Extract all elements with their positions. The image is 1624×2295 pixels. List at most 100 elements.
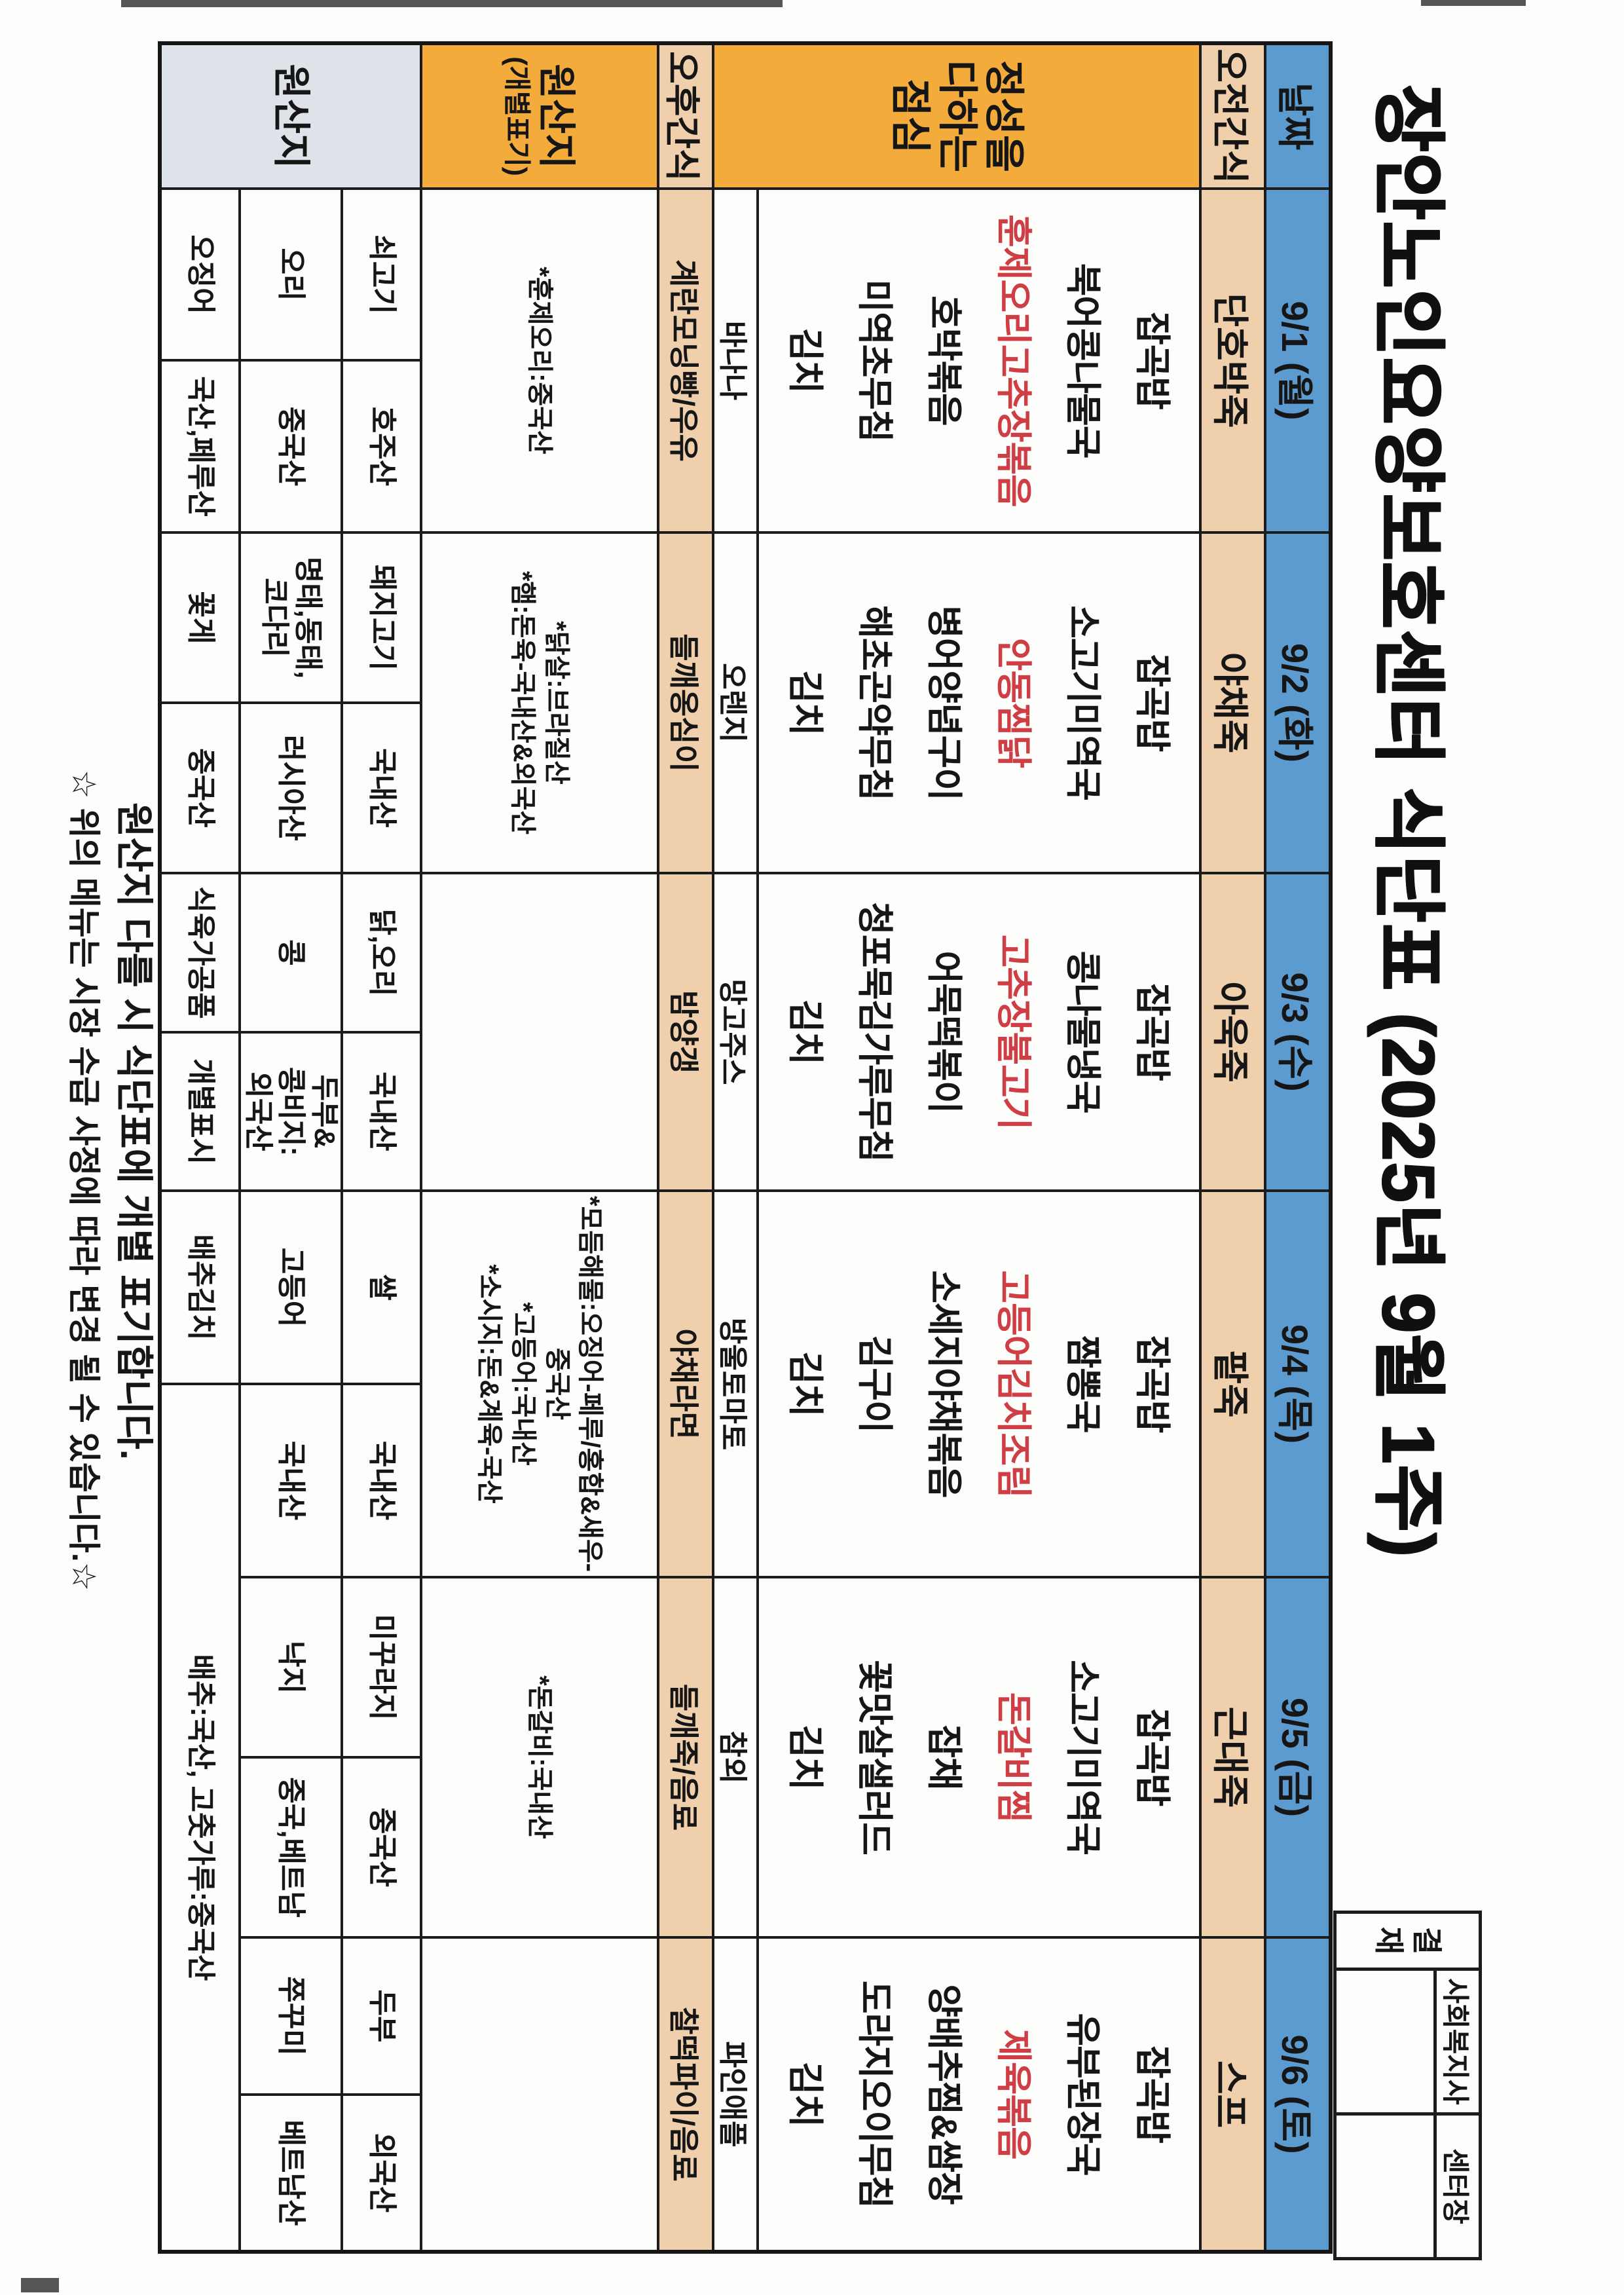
origin-note-cell: *모듬해물:오징어-페루/홍합&새우-중국산 *고등어:국내산 *소시지:돈&계…: [421, 1191, 658, 1577]
note-menu-change: ☆ 위의 메뉴는 시장 수급 사정에 따라 변경 될 수 있습니다.☆: [65, 770, 102, 1592]
origin-value: 중국,베트남: [240, 1757, 342, 1937]
origin-note: *햄:돈육-국내산&외국산: [508, 570, 537, 835]
morning-snack-cell: 아욱죽: [1200, 873, 1265, 1191]
afternoon-snack-cell: 계란모닝빵/우유: [658, 189, 713, 532]
menu-item: 짬뽕국: [1063, 1335, 1103, 1433]
menu-item-highlight: 안동찜닭: [993, 637, 1034, 768]
origin-value: 베트남산: [240, 2095, 342, 2252]
origin-item: 돼지고기: [342, 532, 421, 703]
origin-note-cell: *돈갈비:국내산: [421, 1577, 658, 1937]
header-lunch-line: 다하는: [934, 60, 980, 173]
menu-item: 김치: [785, 327, 826, 394]
approval-signature-cell: [1335, 2114, 1435, 2259]
origin-item: 쭈꾸미: [240, 1937, 342, 2095]
menu-item: 잡채: [924, 1725, 965, 1790]
origin-item: 식육가공품: [160, 873, 240, 1032]
scan-artifact: [21, 2278, 59, 2292]
menu-item-highlight: 훈제오리고추장볶음: [993, 214, 1034, 507]
header-date: 날짜: [1265, 43, 1331, 189]
menu-item: 김치: [785, 1351, 826, 1417]
morning-snack-cell: 근대죽: [1200, 1577, 1265, 1937]
morning-snack-row: 오전간식 단호박죽 야채죽 아욱죽 팥죽 근대죽 스프: [1200, 43, 1265, 2252]
origin-value: 러시아산: [240, 703, 342, 873]
origin-item: 낙지: [240, 1577, 342, 1757]
origin-note: *소시지:돈&계육-국산: [475, 1264, 504, 1504]
origin-item: 미꾸라지: [342, 1577, 421, 1757]
menu-item: 김치: [785, 2061, 826, 2127]
origin-value: 국산,페루산: [160, 360, 240, 532]
origin-value: 배추:국산, 고춧가루:중국산: [160, 1384, 240, 2252]
approval-label: 결재: [1335, 1912, 1481, 1969]
dessert-cell: 방울토마토: [713, 1191, 758, 1577]
menu-item: 잡곡밥: [1132, 1708, 1173, 1806]
origin-item: 고등어: [240, 1191, 342, 1384]
morning-snack-cell: 야채죽: [1200, 532, 1265, 873]
menu-item: 청포묵김가루무침: [855, 902, 895, 1162]
header-lunch-line: 정성을: [980, 60, 1026, 173]
header-lunch: 정성을 다하는 점심: [713, 43, 1200, 189]
date-cell: 9/6 (토): [1265, 1937, 1331, 2252]
morning-snack-cell: 팥죽: [1200, 1191, 1265, 1577]
date-row: 날짜 9/1 (월) 9/2 (화) 9/3 (수) 9/4 (목) 9/5 (…: [1265, 43, 1331, 2252]
scan-artifact: [1421, 0, 1526, 6]
afternoon-snack-cell: 들깨옹심이: [658, 532, 713, 873]
origin-note: *닭살:브라질산: [542, 621, 571, 785]
dessert-cell: 바나나: [713, 189, 758, 532]
origin-item: 닭,오리: [342, 873, 421, 1032]
origin-item: 꽃게: [160, 532, 240, 703]
menu-item: 꽃맛살샐러드: [855, 1660, 895, 1855]
lunch-row: 정성을 다하는 점심 잡곡밥 북어콩나물국 훈제오리고추장볶음 호박볶음 미역초…: [713, 43, 1200, 2252]
lunch-cell: 잡곡밥 짬뽕국 고등어김치조림 소세지야채볶음 김구이 김치: [758, 1191, 1200, 1577]
header-origin-detail: 원산지 (개별표기): [421, 43, 658, 189]
date-cell: 9/4 (목): [1265, 1191, 1331, 1577]
origin-value: 중국산: [342, 1757, 421, 1937]
origin-item: 쇠고기: [342, 189, 421, 360]
header-morning-snack: 오전간식: [1200, 43, 1265, 189]
note-individual-labeling: 원산지 다를 시 식단표에 개별 표기합니다.: [113, 802, 155, 1460]
origin-value: 호주산: [342, 360, 421, 532]
scan-artifact: [121, 0, 783, 7]
menu-item: 양배추찜&쌈장: [924, 1984, 965, 2205]
origin-item: 쌀: [342, 1191, 421, 1384]
lunch-cell: 잡곡밥 소고기미역국 돈갈비찜 잡채 꽃맛살샐러드 김치: [758, 1577, 1200, 1937]
origin-table-row-1: 원산지 쇠고기 호주산 돼지고기 국내산 닭,오리 국내산 쌀 국내산 미꾸라지…: [160, 43, 421, 2252]
origin-note-cell: [421, 873, 658, 1191]
header-lunch-line: 점심: [887, 79, 933, 154]
header-origin-detail-line: (개별표기): [502, 56, 533, 176]
origin-item: 배추김치: [160, 1191, 240, 1384]
origin-value: 두부&콩비지: 외국산: [240, 1032, 342, 1191]
dessert-cell: 망고주스: [713, 873, 758, 1191]
origin-value: 국내산: [240, 1384, 342, 1577]
afternoon-snack-cell: 들깨죽/음료: [658, 1577, 713, 1937]
header-origin-detail-line: 원산지: [535, 64, 578, 169]
menu-item: 잡곡밥: [1132, 983, 1173, 1081]
origin-note: *고등어:국내산: [509, 1302, 538, 1466]
page-title: 장안노인요양보호센터 식단표 (2025년 9월 1주): [1368, 84, 1450, 1558]
menu-item: 북어콩나물국: [1063, 263, 1103, 458]
approval-box: 결재 사회복지사 센터장: [1333, 1911, 1482, 2260]
origin-note: *돈갈비:국내산: [525, 1675, 554, 1839]
menu-item: 콩나물냉국: [1063, 950, 1103, 1113]
menu-item: 잡곡밥: [1132, 2045, 1173, 2143]
afternoon-snack-cell: 밤양갱: [658, 873, 713, 1191]
afternoon-snack-cell: 야채라면: [658, 1191, 713, 1577]
menu-item: 김구이: [855, 1335, 895, 1433]
menu-item: 소고기미역국: [1063, 605, 1103, 800]
afternoon-snack-row: 오후간식 계란모닝빵/우유 들깨옹심이 밤양갱 야채라면 들깨죽/음료 찰떡파이…: [658, 43, 713, 2252]
afternoon-snack-cell: 찰떡파이/음료: [658, 1937, 713, 2252]
dessert-cell: 파인애플: [713, 1937, 758, 2252]
origin-note-cell: *닭살:브라질산 *햄:돈육-국내산&외국산: [421, 532, 658, 873]
origin-detail-row: 원산지 (개별표기) *훈제오리:중국산 *닭살:브라질산 *햄:돈육-국내산&…: [421, 43, 658, 2252]
morning-snack-cell: 단호박죽: [1200, 189, 1265, 532]
menu-item-highlight: 돈갈비찜: [993, 1692, 1034, 1823]
origin-note: *모듬해물:오징어-페루/홍합&새우-중국산: [543, 1196, 604, 1572]
menu-item: 잡곡밥: [1132, 312, 1173, 409]
lunch-cell: 잡곡밥 유부된장국 제육볶음 양배추찜&쌈장 도라지오이무침 김치: [758, 1937, 1200, 2252]
origin-value: 중국산: [160, 703, 240, 873]
origin-value: 중국산: [240, 360, 342, 532]
lunch-cell: 잡곡밥 북어콩나물국 훈제오리고추장볶음 호박볶음 미역초무침 김치: [758, 189, 1200, 532]
lunch-cell: 잡곡밥 소고기미역국 안동찜닭 병어양념구이 해초곤약무침 김치: [758, 532, 1200, 873]
menu-item-highlight: 제육볶음: [993, 2029, 1034, 2159]
menu-item: 김치: [785, 670, 826, 736]
